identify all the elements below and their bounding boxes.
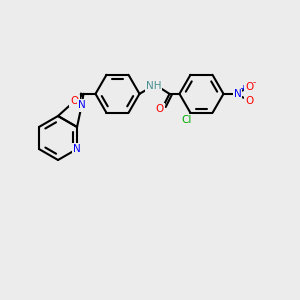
Text: N: N [78, 100, 86, 110]
Text: NH: NH [146, 81, 161, 91]
Text: -: - [253, 78, 256, 87]
Text: O: O [245, 82, 253, 92]
Text: N: N [73, 144, 81, 154]
Text: +: + [239, 84, 246, 93]
Text: O: O [245, 96, 253, 106]
Text: O: O [155, 104, 164, 114]
Text: N: N [234, 89, 242, 99]
Text: O: O [70, 96, 79, 106]
Text: Cl: Cl [181, 115, 192, 125]
